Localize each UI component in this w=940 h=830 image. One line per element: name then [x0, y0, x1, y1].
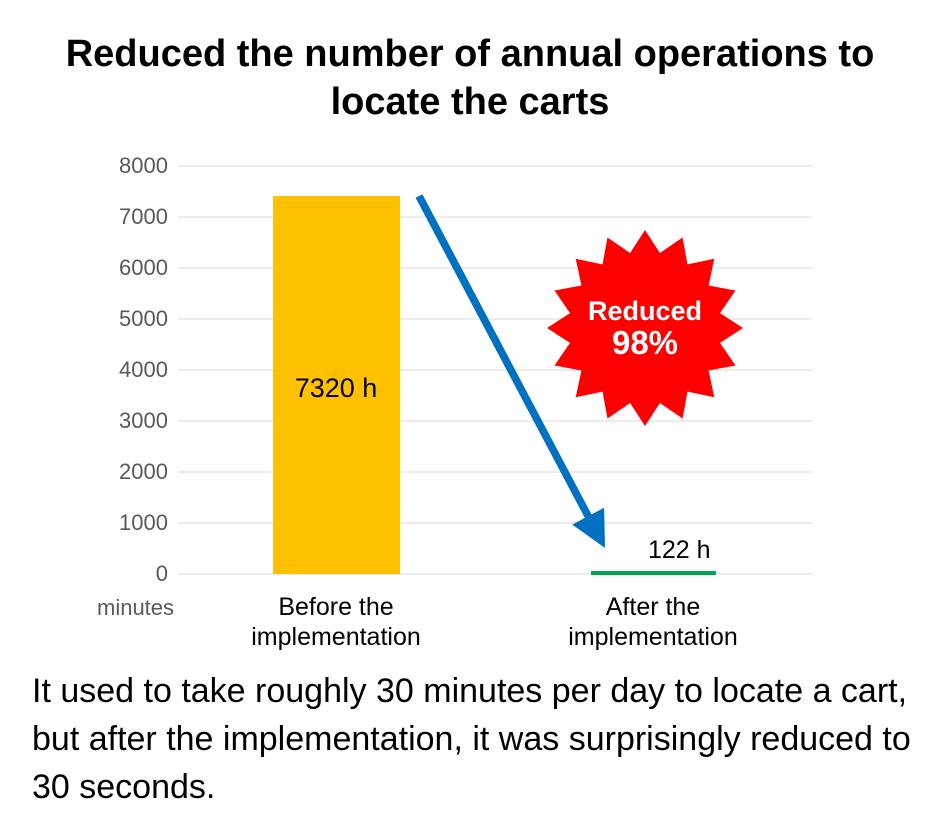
svg-text:Reduced: Reduced — [588, 296, 702, 326]
svg-text:3000: 3000 — [119, 408, 168, 433]
svg-text:7320 h: 7320 h — [295, 373, 378, 403]
svg-text:122 h: 122 h — [648, 536, 711, 564]
svg-text:98%: 98% — [612, 324, 678, 361]
svg-text:5000: 5000 — [119, 306, 168, 331]
svg-text:minutes: minutes — [97, 595, 174, 620]
svg-text:implementation: implementation — [568, 623, 738, 651]
svg-text:1000: 1000 — [119, 510, 168, 535]
svg-text:0: 0 — [156, 561, 168, 586]
svg-text:7000: 7000 — [119, 204, 168, 229]
svg-text:6000: 6000 — [119, 255, 168, 280]
svg-text:4000: 4000 — [119, 357, 168, 382]
svg-text:2000: 2000 — [119, 459, 168, 484]
svg-text:8000: 8000 — [119, 153, 168, 178]
svg-text:Before the: Before the — [278, 593, 393, 621]
svg-text:After the: After the — [606, 593, 701, 621]
svg-text:implementation: implementation — [251, 623, 421, 651]
